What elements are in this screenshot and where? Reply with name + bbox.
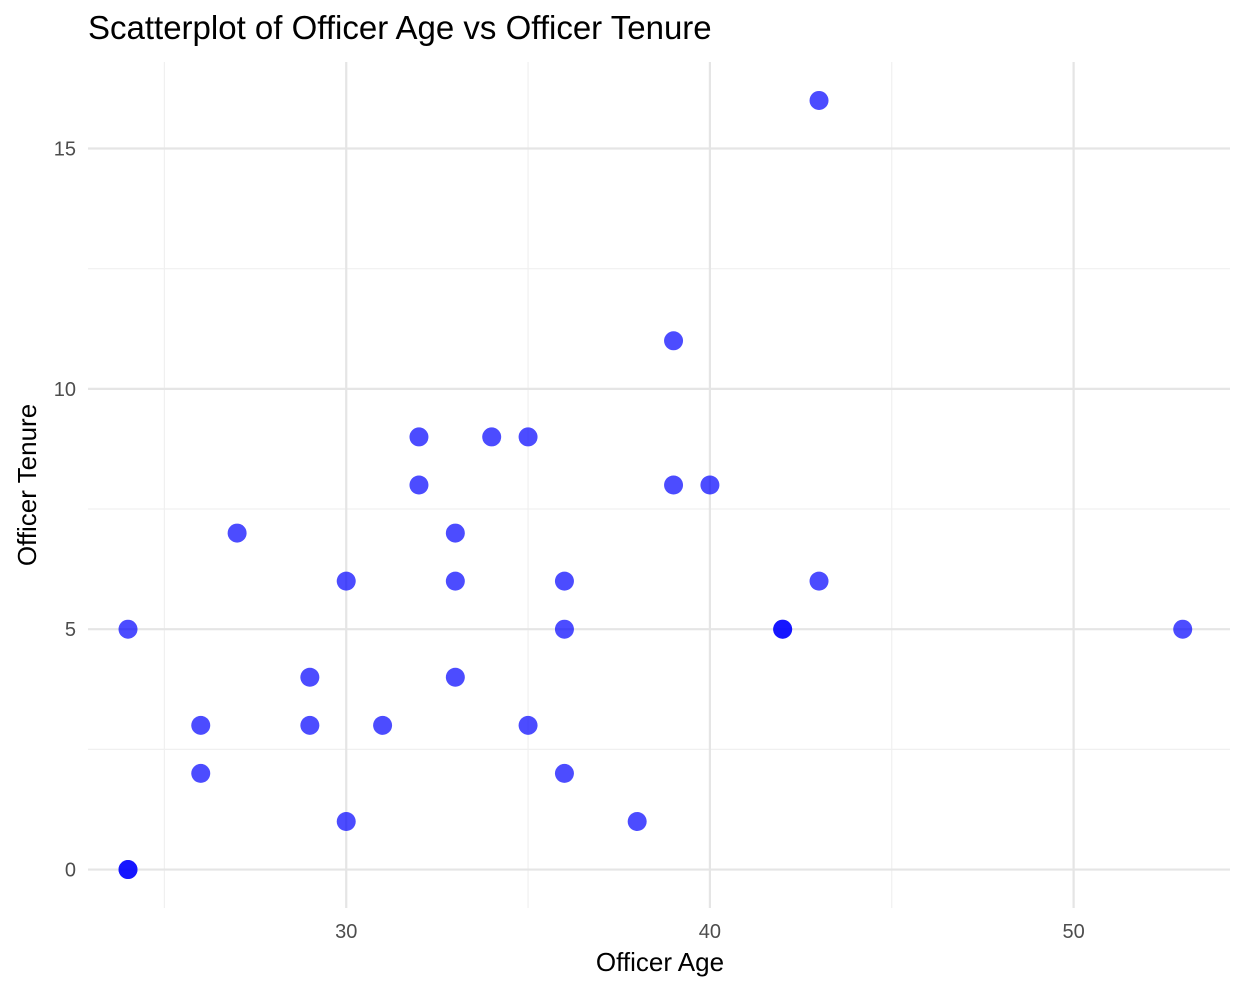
data-point	[445, 523, 465, 543]
x-tick-label: 30	[335, 921, 357, 943]
data-point	[773, 619, 793, 639]
data-point	[1173, 619, 1193, 639]
data-point	[118, 860, 138, 880]
y-tick-label: 5	[65, 619, 76, 641]
y-tick-label: 15	[54, 139, 76, 161]
data-point	[809, 90, 829, 110]
data-point	[445, 667, 465, 687]
data-point	[409, 427, 429, 447]
data-point	[336, 811, 356, 831]
data-point	[445, 571, 465, 591]
data-point	[700, 475, 720, 495]
x-axis-label: Officer Age	[596, 947, 724, 977]
data-points	[118, 90, 1193, 880]
x-tick-label: 50	[1062, 921, 1084, 943]
data-point	[191, 763, 211, 783]
data-point	[227, 523, 247, 543]
y-axis-label: Officer Tenure	[12, 404, 42, 566]
data-point	[518, 715, 538, 735]
data-point	[409, 475, 429, 495]
data-point	[336, 571, 356, 591]
data-point	[554, 763, 574, 783]
data-point	[554, 619, 574, 639]
data-point	[518, 427, 538, 447]
data-point	[373, 715, 393, 735]
data-point	[191, 715, 211, 735]
gridlines	[88, 62, 1230, 908]
chart-title: Scatterplot of Officer Age vs Officer Te…	[88, 9, 712, 46]
y-tick-label: 10	[54, 379, 76, 401]
data-point	[809, 571, 829, 591]
data-point	[300, 715, 320, 735]
y-tick-label: 0	[65, 860, 76, 882]
data-point	[627, 811, 647, 831]
data-point	[664, 475, 684, 495]
data-point	[482, 427, 502, 447]
data-point	[118, 619, 138, 639]
data-point	[664, 331, 684, 351]
data-point	[554, 571, 574, 591]
x-tick-label: 40	[699, 921, 721, 943]
data-point	[300, 667, 320, 687]
tick-labels: 30 40 50 0 5 10 15	[54, 139, 1085, 943]
